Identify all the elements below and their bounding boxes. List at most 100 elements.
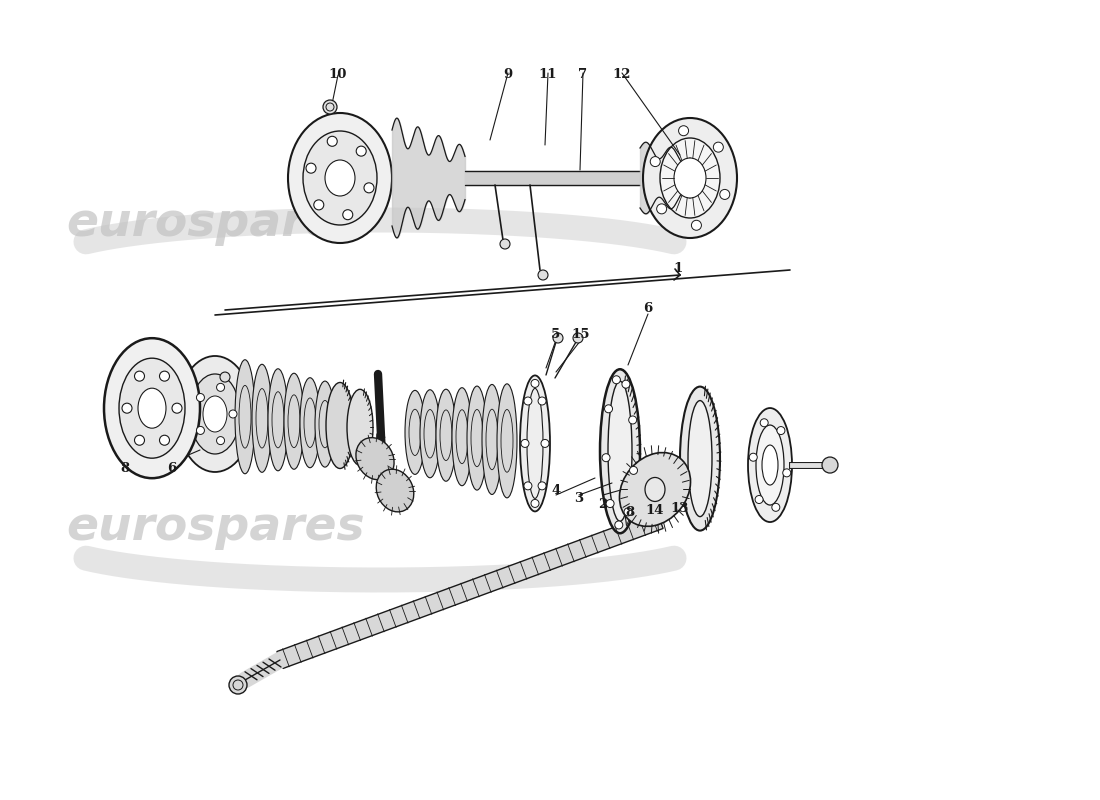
Circle shape xyxy=(160,435,169,446)
Circle shape xyxy=(364,183,374,193)
Text: 7: 7 xyxy=(579,69,587,82)
Ellipse shape xyxy=(468,386,487,490)
Circle shape xyxy=(327,136,338,146)
Ellipse shape xyxy=(177,356,253,472)
Ellipse shape xyxy=(680,386,720,530)
Circle shape xyxy=(615,521,623,529)
Circle shape xyxy=(217,437,224,445)
Ellipse shape xyxy=(600,370,640,534)
Circle shape xyxy=(134,435,144,446)
Circle shape xyxy=(122,403,132,413)
Circle shape xyxy=(541,439,549,447)
Text: 6: 6 xyxy=(167,462,177,474)
Circle shape xyxy=(755,495,763,503)
Circle shape xyxy=(679,126,689,136)
Ellipse shape xyxy=(288,113,392,243)
Ellipse shape xyxy=(190,374,240,454)
Circle shape xyxy=(229,410,236,418)
Circle shape xyxy=(749,454,757,462)
Circle shape xyxy=(306,163,316,173)
Ellipse shape xyxy=(436,390,456,482)
Ellipse shape xyxy=(252,364,272,472)
Ellipse shape xyxy=(376,469,414,512)
Text: 10: 10 xyxy=(329,69,348,82)
Circle shape xyxy=(713,142,724,152)
Circle shape xyxy=(760,418,768,426)
Ellipse shape xyxy=(268,369,288,470)
Ellipse shape xyxy=(452,388,472,486)
Circle shape xyxy=(657,204,667,214)
Ellipse shape xyxy=(302,131,377,225)
Text: 14: 14 xyxy=(646,503,664,517)
Text: 15: 15 xyxy=(572,329,591,342)
Circle shape xyxy=(538,482,546,490)
Circle shape xyxy=(605,405,613,413)
Text: 4: 4 xyxy=(551,483,561,497)
Circle shape xyxy=(229,676,248,694)
Circle shape xyxy=(621,380,630,388)
Text: 11: 11 xyxy=(539,69,558,82)
Circle shape xyxy=(650,157,660,166)
Circle shape xyxy=(692,220,702,230)
Circle shape xyxy=(531,499,539,507)
Circle shape xyxy=(629,416,637,424)
Circle shape xyxy=(606,499,614,507)
Circle shape xyxy=(553,333,563,343)
Circle shape xyxy=(777,426,785,434)
Circle shape xyxy=(217,383,224,391)
Text: eurospares: eurospares xyxy=(66,202,364,246)
Text: 1: 1 xyxy=(673,262,683,274)
Ellipse shape xyxy=(405,390,425,474)
Text: 5: 5 xyxy=(551,329,561,342)
Text: 13: 13 xyxy=(671,502,690,514)
Circle shape xyxy=(314,200,323,210)
Circle shape xyxy=(783,469,791,477)
Circle shape xyxy=(624,508,632,516)
Ellipse shape xyxy=(235,360,255,474)
Ellipse shape xyxy=(204,396,227,432)
Circle shape xyxy=(613,376,620,384)
Ellipse shape xyxy=(748,408,792,522)
Ellipse shape xyxy=(645,478,665,502)
Text: 6: 6 xyxy=(644,302,652,314)
Ellipse shape xyxy=(284,374,304,470)
Circle shape xyxy=(521,439,529,447)
Circle shape xyxy=(822,457,838,473)
Text: 3: 3 xyxy=(574,491,584,505)
Circle shape xyxy=(524,397,532,405)
Circle shape xyxy=(573,333,583,343)
Circle shape xyxy=(538,397,546,405)
Ellipse shape xyxy=(619,453,691,526)
Circle shape xyxy=(220,372,230,382)
Ellipse shape xyxy=(119,358,185,458)
Circle shape xyxy=(602,454,610,462)
Circle shape xyxy=(356,146,366,156)
Text: 8: 8 xyxy=(120,462,130,474)
Ellipse shape xyxy=(346,390,373,466)
Ellipse shape xyxy=(482,385,502,494)
Circle shape xyxy=(772,503,780,511)
Ellipse shape xyxy=(300,378,320,468)
Ellipse shape xyxy=(104,338,200,478)
Ellipse shape xyxy=(356,438,394,480)
Ellipse shape xyxy=(138,388,166,428)
Text: 12: 12 xyxy=(613,69,631,82)
Circle shape xyxy=(197,394,205,402)
Ellipse shape xyxy=(326,382,354,469)
Ellipse shape xyxy=(324,160,355,196)
Circle shape xyxy=(629,466,638,474)
Ellipse shape xyxy=(520,375,550,511)
Circle shape xyxy=(524,482,532,490)
Ellipse shape xyxy=(497,384,517,498)
Ellipse shape xyxy=(660,138,720,218)
Circle shape xyxy=(160,371,169,381)
Circle shape xyxy=(172,403,182,413)
Circle shape xyxy=(538,270,548,280)
Text: 2: 2 xyxy=(598,498,607,511)
Circle shape xyxy=(500,239,510,249)
Circle shape xyxy=(323,100,337,114)
Polygon shape xyxy=(277,511,663,669)
Ellipse shape xyxy=(420,390,440,478)
Ellipse shape xyxy=(674,158,706,198)
Ellipse shape xyxy=(644,118,737,238)
